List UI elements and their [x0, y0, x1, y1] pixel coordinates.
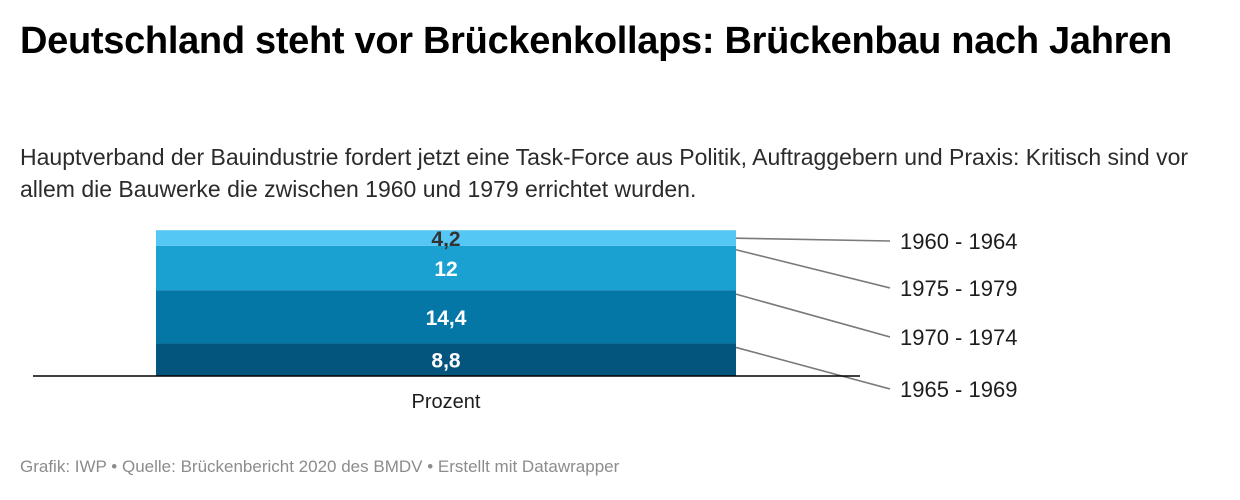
source-footer: Grafik: IWP • Quelle: Brückenbericht 202…	[20, 457, 620, 476]
bar-segment-1960-1964	[156, 230, 736, 246]
bar-segment-1965-1969	[156, 343, 736, 376]
data-label-1960-1964: 4,2	[431, 228, 460, 251]
bar-segment-1970-1974	[156, 290, 736, 344]
data-label-1965-1969: 8,8	[431, 350, 461, 373]
legend-label-1960-1964: 1960 - 1964	[900, 229, 1017, 254]
legend-label-1965-1969: 1965 - 1969	[900, 377, 1017, 402]
chart-title: Deutschland steht vor Brückenkollaps: Br…	[20, 20, 1172, 62]
leader-lines: 1960 - 1964 1975 - 1979 1970 - 1974 1965 - …	[735, 229, 1017, 402]
legend-label-1975-1979: 1975 - 1979	[900, 276, 1017, 301]
data-label-1975-1979: 12	[434, 258, 457, 281]
chart-subtitle: Hauptverband der Bauindustrie fordert je…	[20, 144, 1189, 202]
bar-segment-1975-1979	[156, 245, 736, 291]
leader-line-1960-1964	[735, 237, 891, 242]
leader-line-1970-1974	[735, 293, 891, 338]
bar-segments: 8,8 14,4 12 4,2	[156, 228, 736, 376]
category-label: Prozent	[412, 391, 481, 413]
data-label-1970-1974: 14,4	[426, 307, 467, 330]
leader-line-1975-1979	[735, 248, 891, 289]
leader-line-1965-1969	[735, 346, 891, 390]
legend-label-1970-1974: 1970 - 1974	[900, 325, 1017, 350]
